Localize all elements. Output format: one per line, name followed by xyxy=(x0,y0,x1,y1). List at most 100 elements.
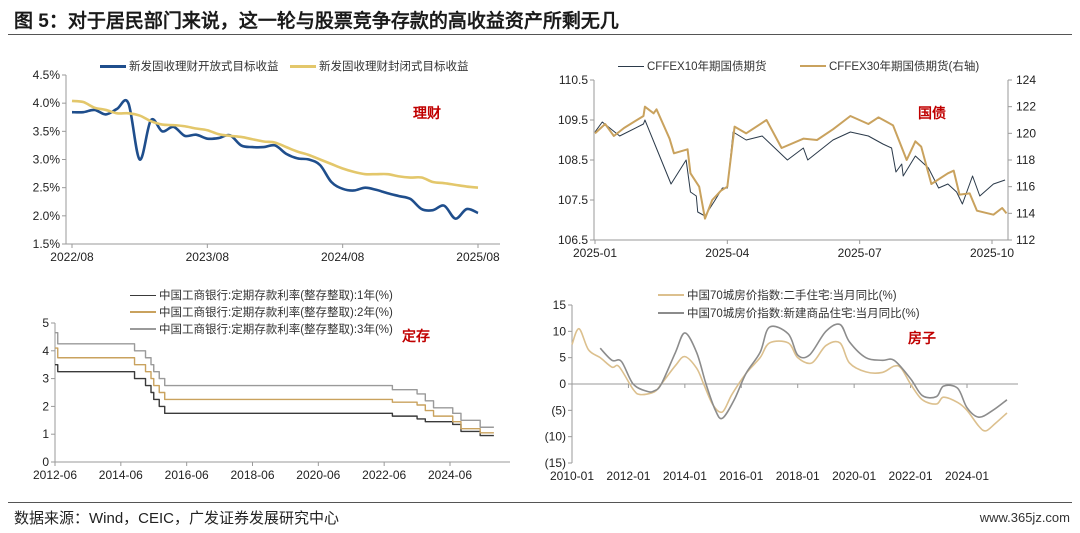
y-tick-label: 4.5% xyxy=(33,68,61,82)
legend-label: CFFEX10年期国债期货 xyxy=(647,61,767,73)
x-tick-label: 2025-04 xyxy=(705,246,749,260)
y-tick-label: 1.5% xyxy=(33,237,61,251)
legend-swatch xyxy=(658,294,684,296)
x-tick-label: 2022-06 xyxy=(362,468,406,482)
y-tick-label: 15 xyxy=(553,298,567,312)
series-line-3 xyxy=(55,332,494,428)
figure-title: 图 5：对于居民部门来说，这一轮与股票竞争存款的高收益资产所剩无几 xyxy=(14,11,619,32)
legend-item: 中国工商银行:定期存款利率(整存整取):2年(%) xyxy=(130,304,393,320)
y-tick-label: 10 xyxy=(553,324,567,338)
title-divider xyxy=(8,34,1072,35)
y-tick-label: 107.5 xyxy=(558,193,588,207)
x-tick-label: 2018-06 xyxy=(230,468,274,482)
y2-tick-label: 114 xyxy=(1016,206,1035,220)
legend-item: 中国70城房价指数:二手住宅:当月同比(%) xyxy=(658,287,897,303)
y2-tick-label: 120 xyxy=(1016,126,1036,140)
y-tick-label: (15) xyxy=(545,456,566,470)
y2-tick-label: 124 xyxy=(1016,73,1036,87)
series-line-1 xyxy=(71,98,479,220)
legend-label: 新发固收理财开放式目标收益 xyxy=(129,61,279,73)
y-tick-label: 3.5% xyxy=(33,124,61,138)
x-tick-label: 2012-06 xyxy=(33,468,77,482)
footer-divider xyxy=(8,502,1072,503)
y-tick-label: 0 xyxy=(559,377,566,391)
y2-tick-label: 122 xyxy=(1016,100,1036,114)
y-tick-label: 4 xyxy=(42,344,49,358)
legend-swatch xyxy=(130,294,156,296)
y-tick-label: 2 xyxy=(42,399,49,413)
x-tick-label: 2024-01 xyxy=(945,469,989,483)
legend-swatch xyxy=(130,311,156,313)
x-tick-label: 2020-06 xyxy=(296,468,340,482)
y-tick-label: (10) xyxy=(545,430,566,444)
y-tick-label: 109.5 xyxy=(558,113,588,127)
series-line-2 xyxy=(71,99,479,189)
legend-label: 中国70城房价指数:二手住宅:当月同比(%) xyxy=(687,290,897,302)
x-tick-label: 2025-01 xyxy=(573,246,617,260)
x-tick-label: 2016-06 xyxy=(165,468,209,482)
x-tick-label: 2025-07 xyxy=(838,246,882,260)
series-line-1 xyxy=(594,119,1006,217)
legend-item: 中国工商银行:定期存款利率(整存整取):1年(%) xyxy=(130,287,393,303)
x-tick-label: 2025-10 xyxy=(970,246,1014,260)
y-tick-label: 108.5 xyxy=(558,153,588,167)
y2-tick-label: 112 xyxy=(1016,233,1035,247)
series-line-1 xyxy=(55,364,494,437)
chart-tag-wealth: 理财 xyxy=(413,105,441,121)
y-tick-label: 0 xyxy=(42,455,49,469)
legend-swatch xyxy=(618,65,644,67)
y-tick-label: 106.5 xyxy=(558,233,588,247)
y-tick-label: (5) xyxy=(551,403,566,417)
y-tick-label: 2.0% xyxy=(33,209,61,223)
chart-tag-housing: 房子 xyxy=(908,330,936,346)
y-tick-label: 1 xyxy=(42,427,49,441)
legend-swatch xyxy=(130,328,156,330)
legend-item: CFFEX10年期国债期货 xyxy=(618,58,767,74)
legend-label: 中国工商银行:定期存款利率(整存整取):2年(%) xyxy=(159,307,393,319)
y2-tick-label: 118 xyxy=(1016,153,1035,167)
x-tick-label: 2022-01 xyxy=(889,469,933,483)
legend-label: 中国工商银行:定期存款利率(整存整取):3年(%) xyxy=(159,324,393,336)
x-tick-label: 2025/08 xyxy=(456,250,500,264)
series-line-1 xyxy=(571,327,1008,432)
x-tick-label: 2014-01 xyxy=(663,469,707,483)
x-tick-label: 2016-01 xyxy=(719,469,763,483)
y-tick-label: 5 xyxy=(42,316,49,330)
y2-tick-label: 116 xyxy=(1016,180,1035,194)
x-tick-label: 2022/08 xyxy=(50,250,94,264)
y-tick-label: 3 xyxy=(42,372,49,386)
series-line-2 xyxy=(599,323,1008,420)
watermark: www.365jz.com xyxy=(979,510,1070,525)
legend-item: 中国70城房价指数:新建商品住宅:当月同比(%) xyxy=(658,305,920,321)
y-tick-label: 110.5 xyxy=(559,73,588,87)
chart-tag-bonds: 国债 xyxy=(918,105,946,121)
legend-swatch xyxy=(658,312,684,314)
legend-swatch xyxy=(100,64,126,68)
x-tick-label: 2014-06 xyxy=(99,468,143,482)
legend-swatch xyxy=(290,64,316,68)
x-tick-label: 2012-01 xyxy=(606,469,650,483)
legend-item: 中国工商银行:定期存款利率(整存整取):3年(%) xyxy=(130,321,393,337)
series-line-2 xyxy=(55,347,494,434)
chart-tag-deposits: 定存 xyxy=(402,328,430,344)
legend-item: 新发固收理财开放式目标收益 xyxy=(100,58,279,74)
y-tick-label: 2.5% xyxy=(33,181,61,195)
legend-item: 新发固收理财封闭式目标收益 xyxy=(290,58,469,74)
x-tick-label: 2020-01 xyxy=(832,469,876,483)
x-tick-label: 2024-06 xyxy=(428,468,472,482)
legend-item: CFFEX30年期国债期货(右轴) xyxy=(800,58,979,74)
x-tick-label: 2010-01 xyxy=(550,469,594,483)
y-tick-label: 5 xyxy=(559,351,566,365)
source-note: 数据来源：Wind，CEIC，广发证券发展研究中心 xyxy=(14,510,340,527)
legend-label: 中国70城房价指数:新建商品住宅:当月同比(%) xyxy=(687,308,920,320)
legend-label: CFFEX30年期国债期货(右轴) xyxy=(829,61,980,73)
legend-swatch xyxy=(800,65,826,67)
legend-label: 中国工商银行:定期存款利率(整存整取):1年(%) xyxy=(159,290,393,302)
y-tick-label: 3.0% xyxy=(33,153,61,167)
legend-label: 新发固收理财封闭式目标收益 xyxy=(319,61,469,73)
y-tick-label: 4.0% xyxy=(33,96,61,110)
series-line-2 xyxy=(594,105,1008,220)
x-tick-label: 2018-01 xyxy=(776,469,820,483)
